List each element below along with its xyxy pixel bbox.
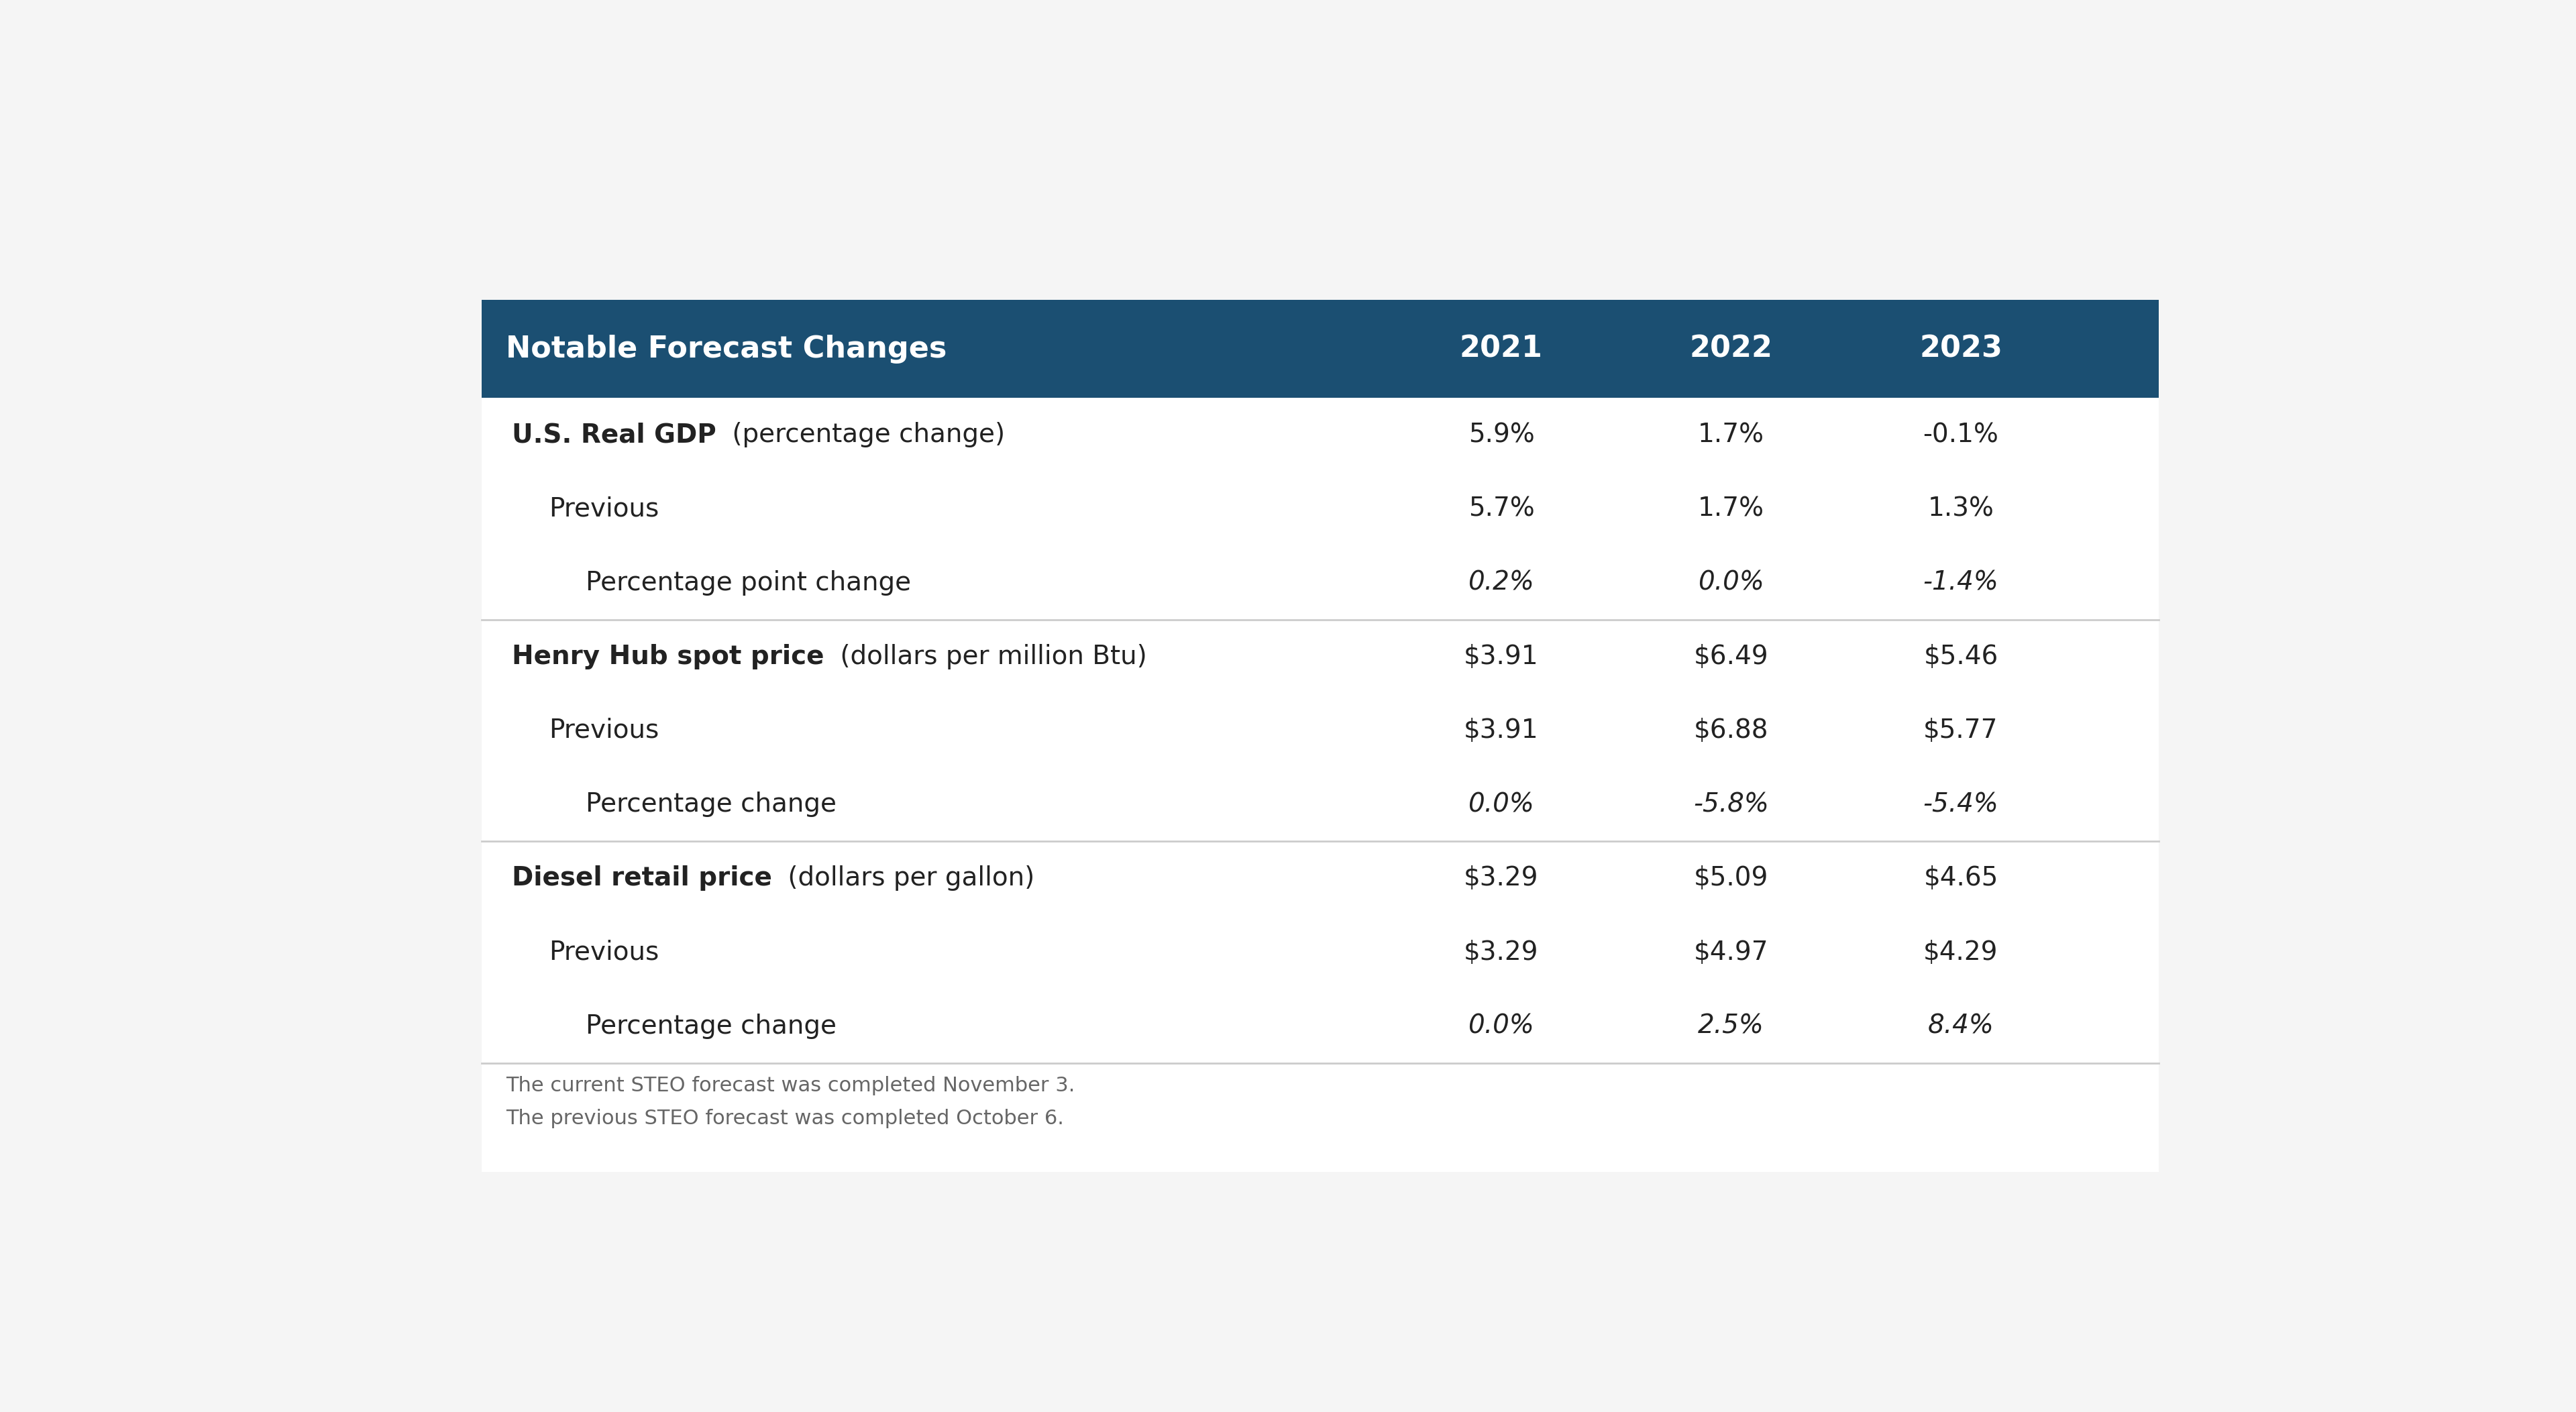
Text: 1.3%: 1.3%	[1927, 496, 1994, 521]
Text: 0.0%: 0.0%	[1468, 792, 1535, 818]
Text: Previous: Previous	[549, 496, 659, 521]
Text: 2.5%: 2.5%	[1698, 1014, 1765, 1039]
FancyBboxPatch shape	[482, 299, 2159, 1172]
Text: $5.09: $5.09	[1692, 866, 1767, 891]
Text: $6.49: $6.49	[1692, 644, 1770, 669]
Text: Percentage change: Percentage change	[585, 1014, 837, 1039]
Text: -1.4%: -1.4%	[1922, 570, 1999, 596]
Text: 2023: 2023	[1919, 335, 2002, 363]
Text: $4.65: $4.65	[1924, 866, 1999, 891]
Text: $5.77: $5.77	[1924, 717, 1999, 743]
Text: 5.7%: 5.7%	[1468, 496, 1535, 521]
Text: Previous: Previous	[549, 939, 659, 964]
Text: Percentage point change: Percentage point change	[585, 570, 912, 596]
Text: $4.97: $4.97	[1692, 939, 1770, 964]
Text: $5.46: $5.46	[1924, 644, 1999, 669]
Text: The current STEO forecast was completed November 3.: The current STEO forecast was completed …	[505, 1076, 1074, 1096]
Text: 2022: 2022	[1690, 335, 1772, 363]
Text: Percentage change: Percentage change	[585, 792, 837, 818]
Text: $3.29: $3.29	[1463, 939, 1538, 964]
Text: 5.9%: 5.9%	[1468, 422, 1535, 448]
Text: 0.0%: 0.0%	[1698, 570, 1765, 596]
Text: 8.4%: 8.4%	[1927, 1014, 1994, 1039]
Text: -0.1%: -0.1%	[1922, 422, 1999, 448]
Text: Notable Forecast Changes: Notable Forecast Changes	[505, 335, 945, 363]
Text: 1.7%: 1.7%	[1698, 422, 1765, 448]
Text: -5.4%: -5.4%	[1922, 792, 1999, 818]
Text: Previous: Previous	[549, 717, 659, 743]
Text: 2021: 2021	[1461, 335, 1543, 363]
Text: -5.8%: -5.8%	[1692, 792, 1770, 818]
Text: U.S. Real GDP: U.S. Real GDP	[513, 422, 716, 448]
Text: 0.2%: 0.2%	[1468, 570, 1535, 596]
Text: 0.0%: 0.0%	[1468, 1014, 1535, 1039]
Text: (dollars per million Btu): (dollars per million Btu)	[832, 644, 1146, 669]
Text: $3.91: $3.91	[1463, 717, 1538, 743]
Text: Henry Hub spot price: Henry Hub spot price	[513, 644, 824, 669]
Text: (percentage change): (percentage change)	[724, 422, 1005, 448]
Text: $3.91: $3.91	[1463, 644, 1538, 669]
Text: $4.29: $4.29	[1924, 939, 1999, 964]
Text: 1.7%: 1.7%	[1698, 496, 1765, 521]
Text: $3.29: $3.29	[1463, 866, 1538, 891]
FancyBboxPatch shape	[482, 299, 2159, 398]
Text: (dollars per gallon): (dollars per gallon)	[781, 866, 1036, 891]
Text: Diesel retail price: Diesel retail price	[513, 866, 773, 891]
Text: $6.88: $6.88	[1692, 717, 1770, 743]
Text: The previous STEO forecast was completed October 6.: The previous STEO forecast was completed…	[505, 1108, 1064, 1128]
